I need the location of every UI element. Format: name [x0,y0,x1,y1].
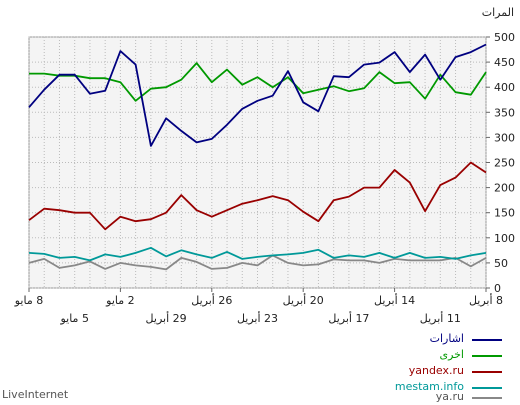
x-tick-label: 23 أبريل [237,311,278,325]
legend-item-0: اشارات [380,332,520,348]
y-axis-title: المرات [481,6,514,19]
x-tick-label: 5 مايو [59,312,88,325]
legend-label-0: اشارات [429,332,464,345]
y-tick-label: 400 [494,81,515,94]
y-tick-label: 200 [494,182,515,195]
x-tick-label: 17 أبريل [328,311,369,325]
y-tick-label: 500 [494,31,515,44]
y-tick-label: 350 [494,106,515,119]
legend-label-3: mestam.info [394,380,464,393]
legend-label-2: yandex.ru [408,364,464,377]
x-tick-label: 8 مايو [14,294,43,307]
legend-item-1: اخرى [380,348,520,364]
x-tick-label: 2 مايو [105,294,134,307]
x-tick-label: 20 أبريل [283,293,324,307]
series-line-4 [28,254,487,271]
x-tick-label: 14 أبريل [374,293,415,307]
legend-swatch-3 [472,387,502,389]
legend-label-1: اخرى [439,348,464,361]
series-line-3 [28,246,487,262]
watermark-text: LiveInternet [2,388,69,401]
y-tick-label: 300 [494,131,515,144]
legend-item-3: mestam.info [380,380,520,396]
y-tick-label: 150 [494,207,515,220]
series-line-1 [29,62,487,102]
series-line-0 [28,43,487,147]
y-tick-label: 250 [494,157,515,170]
y-tick-label: 450 [494,56,515,69]
x-tick-label: 11 أبريل [420,311,461,325]
x-tick-label: 26 أبريل [191,293,232,307]
y-tick-label: 100 [494,232,515,245]
y-tick-label: 50 [494,257,508,270]
x-tick-label: 29 أبريل [146,311,187,325]
x-tick-label: 8 أبريل [469,293,503,307]
legend-item-4: ya.ru [380,390,520,405]
legend-item-2: yandex.ru [380,364,520,380]
legend-swatch-2 [472,371,502,373]
series-line-2 [28,161,487,231]
legend-swatch-4 [472,397,502,399]
legend-label-4: ya.ru [435,390,464,403]
y-tick-label: 0 [494,282,501,295]
legend-swatch-0 [472,339,502,341]
legend-swatch-1 [472,355,502,357]
